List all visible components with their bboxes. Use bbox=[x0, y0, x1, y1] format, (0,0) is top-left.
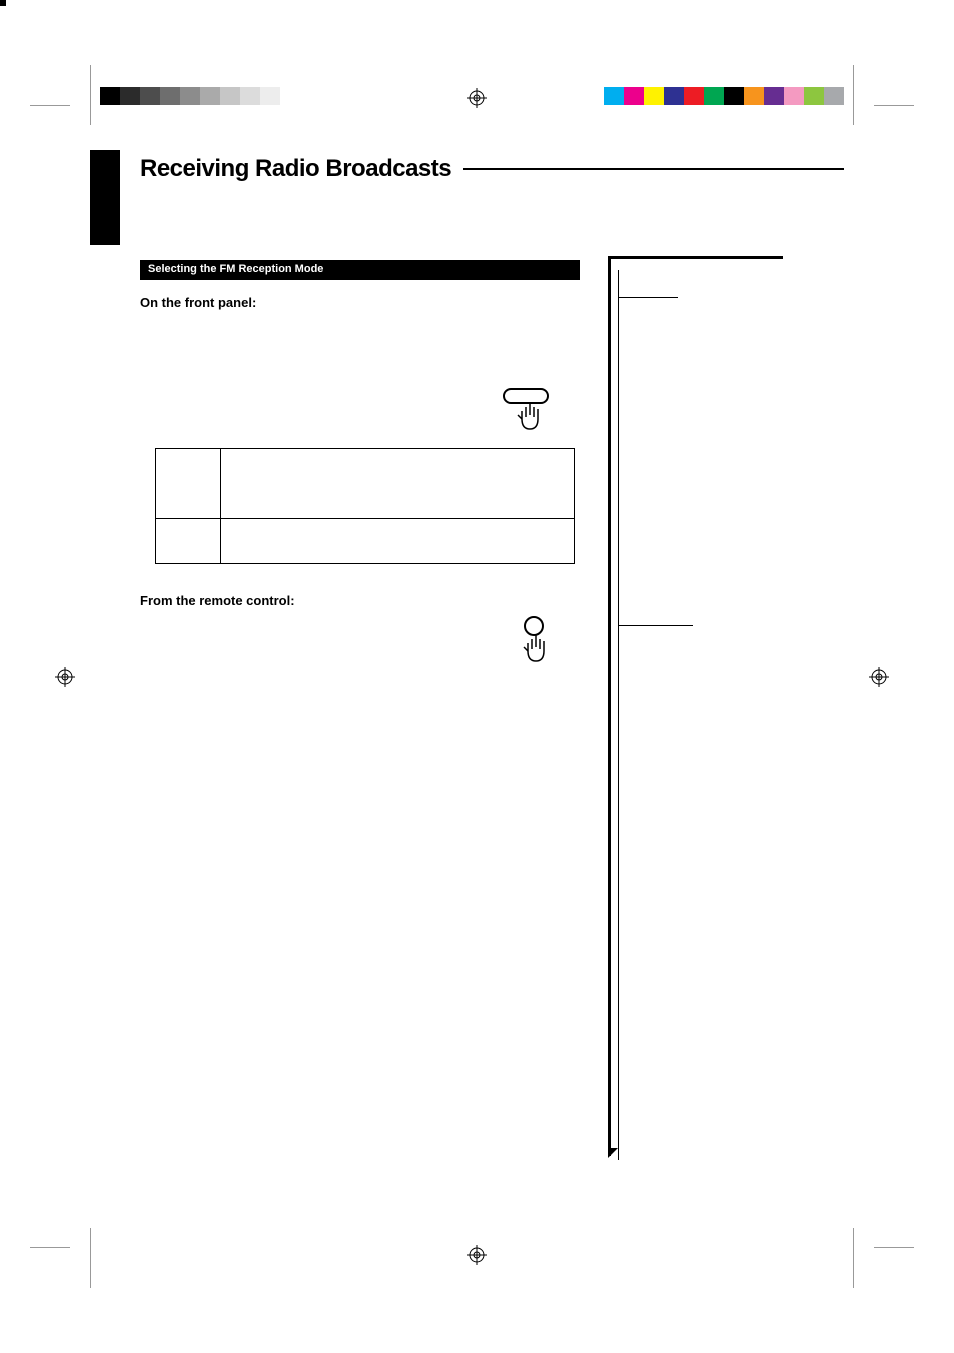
horizontal-rule bbox=[608, 256, 783, 259]
horizontal-rule bbox=[618, 297, 678, 298]
color-swatch bbox=[624, 87, 644, 105]
table-cell bbox=[221, 519, 575, 564]
color-swatch bbox=[784, 87, 804, 105]
gray-swatch bbox=[180, 87, 200, 105]
horizontal-rule bbox=[618, 625, 693, 626]
crop-mark bbox=[50, 1228, 90, 1268]
table-cell bbox=[156, 449, 221, 519]
side-tab bbox=[90, 150, 120, 245]
registration-mark-icon bbox=[467, 1245, 487, 1265]
vertical-rule bbox=[608, 256, 611, 1156]
rule-corner bbox=[608, 1148, 618, 1158]
gray-swatch bbox=[100, 87, 120, 105]
crop-mark bbox=[854, 85, 894, 125]
fm-mode-table bbox=[155, 448, 575, 564]
gray-swatch bbox=[220, 87, 240, 105]
color-swatch bbox=[704, 87, 724, 105]
color-calibration-bar bbox=[604, 87, 844, 105]
color-swatch bbox=[604, 87, 624, 105]
front-panel-label: On the front panel: bbox=[140, 295, 580, 310]
gray-swatch bbox=[280, 87, 300, 105]
grayscale-calibration-bar bbox=[100, 87, 300, 105]
vertical-rule bbox=[618, 270, 619, 1160]
gray-swatch bbox=[260, 87, 280, 105]
page-title-row: Receiving Radio Broadcasts bbox=[140, 155, 844, 183]
color-swatch bbox=[804, 87, 824, 105]
color-swatch bbox=[744, 87, 764, 105]
remote-control-label: From the remote control: bbox=[140, 593, 295, 608]
gray-swatch bbox=[240, 87, 260, 105]
gray-swatch bbox=[120, 87, 140, 105]
color-swatch bbox=[664, 87, 684, 105]
color-swatch bbox=[764, 87, 784, 105]
page-title: Receiving Radio Broadcasts bbox=[140, 155, 451, 183]
registration-mark-icon bbox=[55, 667, 75, 687]
color-swatch bbox=[724, 87, 744, 105]
title-rule bbox=[463, 168, 844, 170]
color-swatch bbox=[824, 87, 844, 105]
front-panel-button-icon bbox=[500, 385, 558, 440]
gray-swatch bbox=[200, 87, 220, 105]
crop-mark bbox=[854, 1228, 894, 1268]
rule-notch bbox=[0, 0, 6, 6]
remote-button-icon bbox=[518, 615, 556, 670]
registration-mark-icon bbox=[467, 88, 487, 108]
gray-swatch bbox=[140, 87, 160, 105]
table-cell bbox=[221, 449, 575, 519]
gray-swatch bbox=[160, 87, 180, 105]
color-swatch bbox=[644, 87, 664, 105]
registration-mark-icon bbox=[869, 667, 889, 687]
color-swatch bbox=[684, 87, 704, 105]
table-cell bbox=[156, 519, 221, 564]
crop-mark bbox=[50, 85, 90, 125]
left-column: On the front panel: bbox=[140, 295, 580, 318]
section-header: Selecting the FM Reception Mode bbox=[140, 260, 580, 280]
